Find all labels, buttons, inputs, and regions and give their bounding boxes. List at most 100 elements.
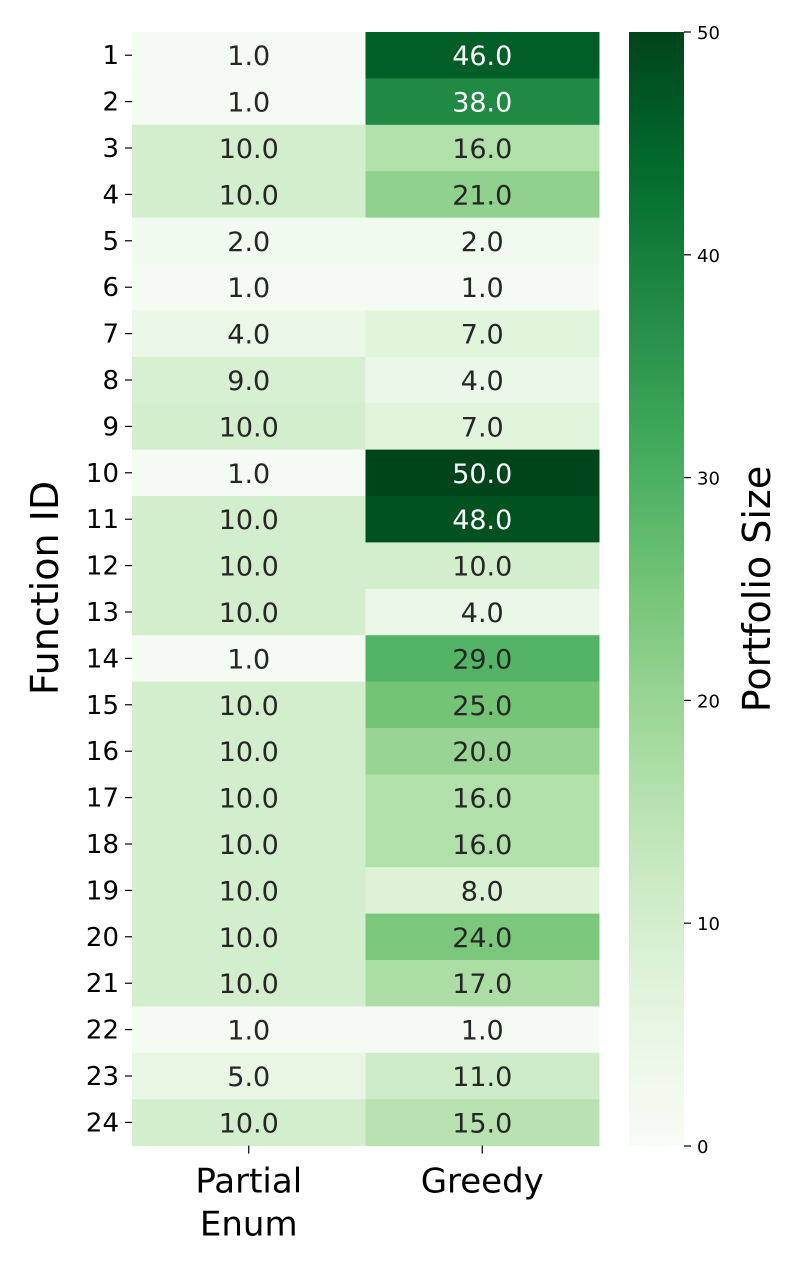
heatmap-cell xyxy=(132,588,366,636)
y-tick-label: 14 xyxy=(86,644,119,674)
heatmap-cell xyxy=(365,681,600,729)
heatmap-cell xyxy=(365,217,600,265)
heatmap-cell xyxy=(132,820,366,868)
heatmap-cell xyxy=(365,913,600,961)
heatmap-cell xyxy=(132,496,366,543)
heatmap-cell xyxy=(132,171,366,219)
cell-value-label: 10.0 xyxy=(452,552,512,583)
cell-value-label: 10.0 xyxy=(219,180,279,211)
cell-value-label: 1.0 xyxy=(227,459,270,490)
cell-value-label: 7.0 xyxy=(461,320,504,351)
cell-value-label: 4.0 xyxy=(227,320,270,351)
cell-value-label: 1.0 xyxy=(227,41,270,72)
y-tick-label: 19 xyxy=(86,876,119,906)
y-tick-label: 8 xyxy=(102,366,119,396)
cell-value-label: 10.0 xyxy=(219,552,279,583)
cell-value-label: 4.0 xyxy=(461,598,504,629)
heatmap-cell xyxy=(132,403,366,451)
heatmap-cell xyxy=(132,1052,366,1100)
cell-value-label: 20.0 xyxy=(452,737,512,768)
cell-value-label: 24.0 xyxy=(452,923,512,954)
y-tick-label: 10 xyxy=(86,459,119,489)
y-tick-label: 17 xyxy=(86,784,119,814)
heatmap-cell xyxy=(365,728,600,775)
heatmap-cell xyxy=(132,913,366,961)
cell-value-label: 8.0 xyxy=(461,876,504,907)
heatmap-cell xyxy=(132,78,366,126)
heatmap-cell xyxy=(365,588,600,636)
heatmap-cell xyxy=(365,496,600,543)
cell-value-label: 1.0 xyxy=(227,88,270,119)
heatmap-cell xyxy=(132,867,366,915)
y-tick-label: 23 xyxy=(86,1062,119,1092)
y-tick-label: 6 xyxy=(102,273,119,303)
cell-value-label: 38.0 xyxy=(452,88,512,119)
cell-value-label: 1.0 xyxy=(461,273,504,304)
heatmap-cell xyxy=(132,264,366,311)
heatmap-cell xyxy=(365,820,600,868)
colorbar-tick-label: 50 xyxy=(697,23,720,44)
y-tick-label: 24 xyxy=(86,1108,119,1138)
y-tick-label: 20 xyxy=(86,923,119,953)
colorbar-tick-label: 10 xyxy=(697,914,720,935)
heatmap-cell xyxy=(365,960,600,1007)
heatmap-cell xyxy=(132,356,366,404)
heatmap-cell xyxy=(365,78,600,126)
cell-value-label: 11.0 xyxy=(452,1062,512,1093)
y-tick-label: 7 xyxy=(102,320,119,350)
heatmap-cell xyxy=(132,960,366,1007)
cell-value-label: 16.0 xyxy=(452,830,512,861)
cell-value-label: 2.0 xyxy=(227,227,270,258)
y-tick-label: 15 xyxy=(86,691,119,721)
cell-value-label: 1.0 xyxy=(227,644,270,675)
cell-value-label: 10.0 xyxy=(219,784,279,815)
cell-value-label: 15.0 xyxy=(452,1108,512,1139)
heatmap-cell xyxy=(365,1052,600,1100)
y-tick-label: 16 xyxy=(86,737,119,767)
cell-value-label: 10.0 xyxy=(219,412,279,443)
cell-value-label: 16.0 xyxy=(452,784,512,815)
cell-value-label: 10.0 xyxy=(219,876,279,907)
heatmap-cell xyxy=(132,32,366,79)
cell-value-label: 10.0 xyxy=(219,598,279,629)
heatmap-cell xyxy=(132,774,366,822)
colorbar-label: Portfolio Size xyxy=(735,466,779,712)
y-tick-label: 9 xyxy=(102,412,119,442)
x-tick-label: Partial Enum xyxy=(195,1162,302,1245)
heatmap-cell xyxy=(365,310,600,358)
y-tick-label: 21 xyxy=(86,969,119,999)
cell-value-label: 10.0 xyxy=(219,691,279,722)
heatmap-cell xyxy=(365,403,600,451)
colorbar-tick-label: 40 xyxy=(697,246,720,267)
cell-value-label: 10.0 xyxy=(219,830,279,861)
cell-value-label: 2.0 xyxy=(461,227,504,258)
y-tick-label: 2 xyxy=(102,88,119,118)
x-axis: Partial Enum Greedy xyxy=(195,1145,544,1245)
heatmap-cell xyxy=(132,542,366,590)
heatmap-cell xyxy=(132,1006,366,1054)
y-tick-label: 22 xyxy=(86,1016,119,1046)
heatmap-cell xyxy=(132,310,366,358)
heatmap-cell xyxy=(365,867,600,915)
cell-value-label: 46.0 xyxy=(452,41,512,72)
colorbar-tick-label: 30 xyxy=(697,469,720,490)
cell-value-label: 29.0 xyxy=(452,644,512,675)
y-tick-label: 13 xyxy=(86,598,119,628)
cell-value-label: 50.0 xyxy=(452,459,512,490)
heatmap-cell xyxy=(365,1006,600,1054)
heatmap-cell xyxy=(365,635,600,683)
cell-value-label: 10.0 xyxy=(219,923,279,954)
heatmap-cell xyxy=(132,124,366,172)
cell-value-label: 4.0 xyxy=(461,366,504,397)
cell-value-label: 5.0 xyxy=(227,1062,270,1093)
y-tick-label: 5 xyxy=(102,227,119,257)
cell-value-label: 1.0 xyxy=(227,273,270,304)
heatmap-cell xyxy=(365,124,600,172)
heatmap-cell xyxy=(365,264,600,311)
cell-value-label: 10.0 xyxy=(219,134,279,165)
y-tick-label: 12 xyxy=(86,552,119,582)
cell-value-label: 16.0 xyxy=(452,134,512,165)
heatmap-cell xyxy=(132,217,366,265)
